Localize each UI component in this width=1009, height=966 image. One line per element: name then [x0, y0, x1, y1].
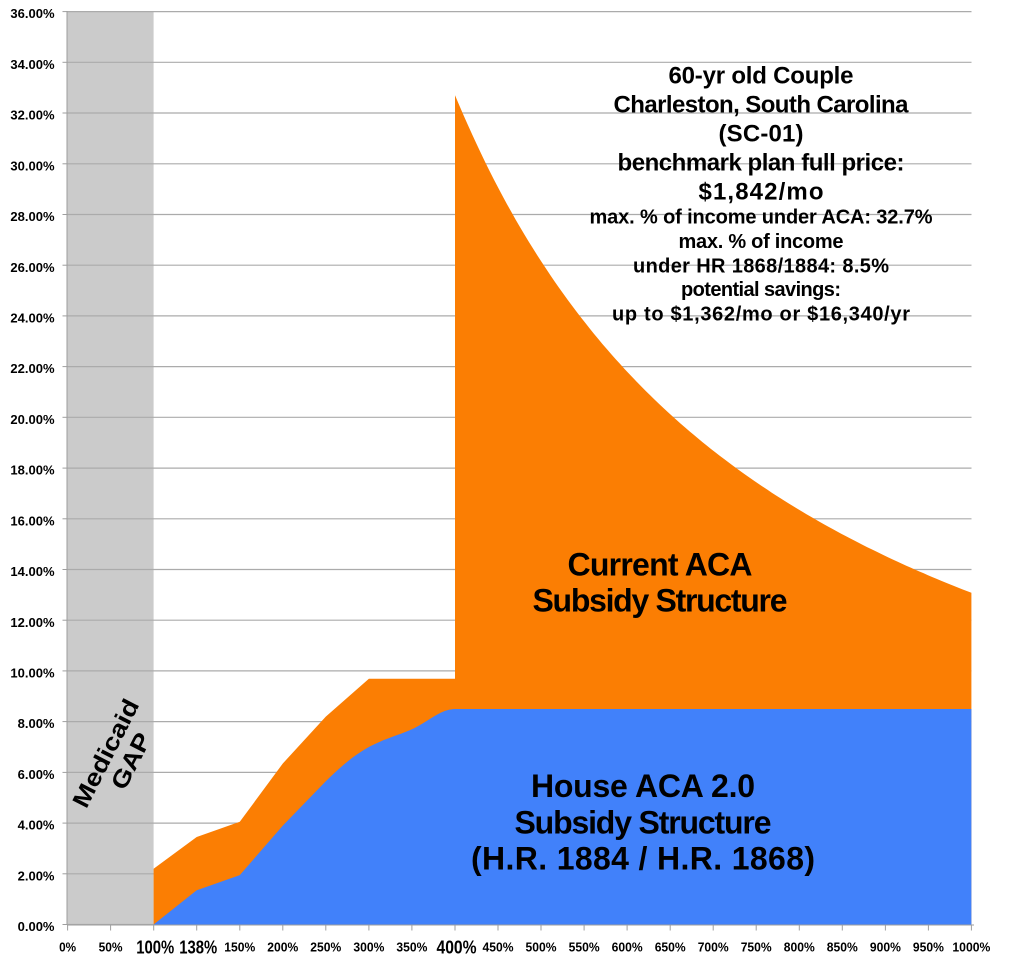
svg-text:138%: 138%: [179, 937, 217, 958]
svg-text:0.00%: 0.00%: [18, 919, 55, 934]
svg-text:potential savings:: potential savings:: [681, 279, 841, 301]
svg-text:900%: 900%: [870, 940, 901, 955]
svg-text:8.00%: 8.00%: [18, 716, 55, 731]
svg-text:26.00%: 26.00%: [10, 260, 55, 275]
svg-text:600%: 600%: [612, 940, 643, 955]
svg-text:12.00%: 12.00%: [10, 615, 55, 630]
svg-text:100%: 100%: [136, 937, 174, 958]
svg-text:16.00%: 16.00%: [10, 513, 55, 528]
svg-text:28.00%: 28.00%: [10, 209, 55, 224]
svg-text:max. % of income under ACA: 32: max. % of income under ACA: 32.7%: [590, 207, 933, 229]
svg-text:34.00%: 34.00%: [10, 57, 55, 72]
svg-text:950%: 950%: [913, 940, 944, 955]
svg-text:650%: 650%: [655, 940, 686, 955]
svg-text:800%: 800%: [784, 940, 815, 955]
svg-text:500%: 500%: [526, 940, 557, 955]
svg-text:400%: 400%: [437, 937, 477, 958]
svg-text:Charleston, South Carolina: Charleston, South Carolina: [614, 91, 910, 118]
svg-text:benchmark plan full price:: benchmark plan full price:: [618, 149, 905, 176]
svg-text:20.00%: 20.00%: [10, 412, 55, 427]
svg-text:Subsidy Structure: Subsidy Structure: [533, 583, 788, 619]
svg-text:350%: 350%: [396, 940, 427, 955]
svg-text:22.00%: 22.00%: [10, 361, 55, 376]
svg-text:House ACA 2.0: House ACA 2.0: [531, 768, 755, 804]
svg-text:1000%: 1000%: [952, 940, 990, 955]
svg-text:6.00%: 6.00%: [18, 767, 55, 782]
svg-text:(SC-01): (SC-01): [719, 120, 804, 147]
svg-text:700%: 700%: [698, 940, 729, 955]
svg-text:850%: 850%: [827, 940, 858, 955]
svg-text:10.00%: 10.00%: [10, 666, 55, 681]
svg-text:14.00%: 14.00%: [10, 564, 55, 579]
svg-text:450%: 450%: [483, 940, 514, 955]
svg-text:30.00%: 30.00%: [10, 158, 55, 173]
svg-text:550%: 550%: [569, 940, 600, 955]
svg-text:0%: 0%: [59, 940, 76, 955]
svg-text:200%: 200%: [267, 940, 298, 955]
svg-text:18.00%: 18.00%: [10, 463, 55, 478]
svg-text:up to $1,362/mo or $16,340/yr: up to $1,362/mo or $16,340/yr: [612, 304, 910, 326]
svg-text:24.00%: 24.00%: [10, 311, 55, 326]
svg-text:Current ACA: Current ACA: [568, 547, 753, 583]
svg-text:(H.R. 1884 / H.R. 1868): (H.R. 1884 / H.R. 1868): [471, 841, 815, 877]
svg-text:60-yr old Couple: 60-yr old Couple: [669, 62, 854, 89]
svg-text:50%: 50%: [99, 940, 123, 955]
svg-text:150%: 150%: [224, 940, 255, 955]
svg-text:$1,842/mo: $1,842/mo: [699, 178, 824, 205]
svg-text:300%: 300%: [353, 940, 384, 955]
svg-text:2.00%: 2.00%: [18, 868, 55, 883]
svg-text:under HR 1868/1884: 8.5%: under HR 1868/1884: 8.5%: [633, 256, 889, 278]
svg-text:750%: 750%: [741, 940, 772, 955]
svg-text:32.00%: 32.00%: [10, 108, 55, 123]
svg-text:250%: 250%: [310, 940, 341, 955]
svg-text:Subsidy Structure: Subsidy Structure: [515, 805, 772, 841]
svg-text:36.00%: 36.00%: [10, 6, 55, 21]
svg-text:max. % of income: max. % of income: [679, 231, 844, 253]
svg-text:4.00%: 4.00%: [18, 818, 55, 833]
